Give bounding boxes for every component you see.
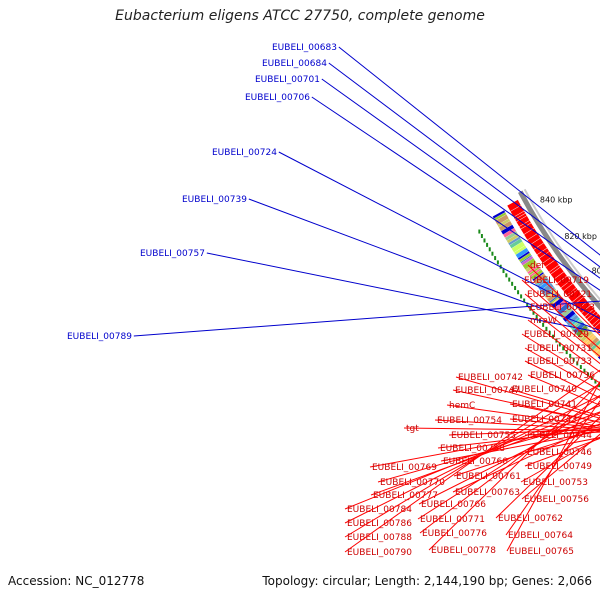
gc-dot (489, 247, 491, 251)
right-gene-label: EUBELI_00719 (524, 276, 589, 286)
gc-dot (483, 238, 485, 242)
right-gene-label: EUBELI_00754 (437, 416, 502, 426)
right-gene-label: EUBELI_00778 (431, 546, 496, 556)
right-gene-label: def (530, 261, 545, 271)
gc-dot (505, 273, 507, 277)
left-gene-label: EUBELI_00757 (140, 249, 205, 259)
gc-dot (497, 260, 499, 264)
right-gene-label: EUBELI_00723 (530, 303, 595, 313)
gc-dot (511, 282, 513, 286)
right-gene-label: EUBELI_00756 (524, 495, 589, 505)
right-gene-label: EUBELI_00749 (527, 462, 592, 472)
right-gene-label: EUBELI_00788 (347, 533, 412, 543)
left-gene-label: EUBELI_00724 (212, 148, 277, 158)
right-gene-label: EUBELI_00765 (509, 547, 574, 557)
right-gene-label: EUBELI_00776 (422, 529, 487, 539)
left-gene-label: EUBELI_00701 (255, 75, 320, 85)
kbp-tick-label: 840 kbp (540, 196, 573, 205)
right-gene-label: EUBELI_00755 (451, 431, 516, 441)
gc-dot (481, 234, 483, 238)
right-gene-label: hemC (449, 401, 475, 411)
gc-dot (502, 269, 504, 273)
left-gene-label: EUBELI_00684 (262, 59, 327, 69)
right-gene-label: EUBELI_00721 (527, 290, 592, 300)
right-gene-label: EUBELI_00771 (420, 515, 485, 525)
gc-dot (486, 243, 488, 247)
gc-dot (508, 278, 510, 282)
right-gene-label: EUBELI_00764 (508, 531, 573, 541)
left-gene-label: EUBELI_00739 (182, 195, 247, 205)
gc-dot (520, 294, 522, 298)
right-gene-label: EUBELI_00790 (347, 548, 412, 558)
right-gene-label: EUBELI_00733 (527, 357, 592, 367)
right-gene-labels: def EUBELI_00719 EUBELI_00721 EUBELI_00723m… (345, 261, 600, 558)
map-title: Eubacterium eligens ATCC 27750, complete… (0, 8, 600, 24)
right-gene-label: EUBELI_00747 (455, 386, 520, 396)
right-gene-label: EUBELI_00741 (512, 400, 577, 410)
topology-text: Topology: circular; Length: 2,144,190 bp… (262, 574, 592, 588)
right-gene-label: EUBELI_00766 (421, 500, 486, 510)
right-gene-label: mraW (530, 316, 557, 326)
left-gene-label: EUBELI_00683 (272, 43, 337, 53)
left-gene-label: EUBELI_00706 (245, 93, 310, 103)
right-gene-label: EUBELI_00729 (524, 330, 589, 340)
right-gene-label: EUBELI_00762 (498, 514, 563, 524)
left-gene-label: EUBELI_00789 (67, 332, 132, 342)
right-gene-label: tgt (406, 424, 419, 434)
gc-dot (491, 252, 493, 256)
gc-dot (478, 230, 480, 234)
gc-dot (517, 290, 519, 294)
kbp-tick-label: 800 kbp (592, 267, 600, 276)
gc-dot (514, 286, 516, 290)
right-gene-label: EUBELI_00742 (458, 373, 523, 383)
right-gene-label: EUBELI_00784 (347, 505, 412, 515)
gc-dot (494, 256, 496, 260)
right-gene-label: EUBELI_00731 (527, 344, 592, 354)
right-gene-label: EUBELI_00736 (530, 371, 595, 381)
accession-text: Accession: NC_012778 (8, 574, 144, 588)
